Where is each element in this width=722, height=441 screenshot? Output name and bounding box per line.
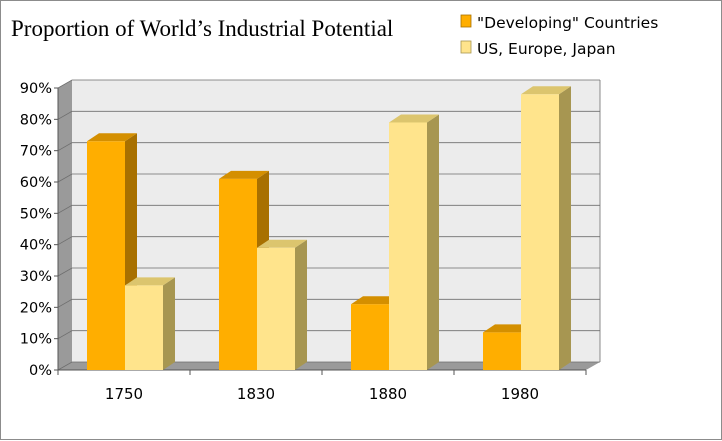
bar-front	[87, 141, 125, 370]
bar-top	[257, 239, 307, 248]
bar-top	[125, 277, 175, 286]
legend-label-developing: "Developing" Countries	[477, 14, 658, 32]
bar-side	[559, 86, 571, 371]
bar-top	[219, 170, 269, 179]
bar	[521, 86, 571, 371]
bar-front	[483, 332, 521, 370]
legend-swatch-developing	[460, 14, 472, 28]
legend: "Developing" Countries US, Europe, Japan	[460, 14, 658, 58]
bar-front	[389, 122, 427, 370]
gridline	[57, 79, 600, 89]
bar	[125, 277, 175, 370]
x-tick-label: 1750	[105, 385, 143, 403]
plot-area: 0% 10% 20% 30% 40% 50% 60% 70% 80% 90% 1750 1830 188…	[20, 79, 601, 403]
bar-side	[427, 114, 439, 370]
bar	[257, 239, 307, 370]
bar-top	[389, 114, 439, 123]
bar-front	[351, 304, 389, 370]
bar-top	[483, 324, 533, 333]
y-tick-label: 60%	[20, 175, 52, 191]
bar-side	[163, 277, 175, 370]
gridline	[57, 110, 600, 120]
y-tick-label: 50%	[20, 206, 52, 222]
bar-side	[295, 239, 307, 370]
bar-front	[521, 94, 559, 371]
bar-front	[125, 285, 163, 370]
bar-front	[257, 247, 295, 370]
y-tick-label: 0%	[29, 363, 52, 379]
bar-top	[521, 86, 571, 95]
y-tick-label: 40%	[20, 238, 52, 254]
x-tick-label: 1830	[237, 385, 275, 403]
y-tick-label: 90%	[20, 81, 52, 97]
y-tick-label: 20%	[20, 300, 52, 316]
x-tick-label: 1980	[501, 385, 539, 403]
plot-side-wall	[58, 80, 72, 370]
y-tick-label: 70%	[20, 144, 52, 160]
chart-title: Proportion of World’s Industrial Potenti…	[11, 16, 393, 41]
legend-label-us-europe-japan: US, Europe, Japan	[477, 40, 616, 58]
y-tick-label: 10%	[20, 332, 52, 348]
y-tick-label: 30%	[20, 269, 52, 285]
x-tick-label: 1880	[369, 385, 407, 403]
legend-swatch-us-europe-japan	[460, 40, 472, 54]
bar	[389, 114, 439, 370]
bar-top	[87, 133, 137, 142]
plot-floor	[58, 362, 600, 370]
bar-top	[351, 296, 401, 305]
bar-front	[219, 178, 257, 370]
y-tick-label: 80%	[20, 112, 52, 128]
